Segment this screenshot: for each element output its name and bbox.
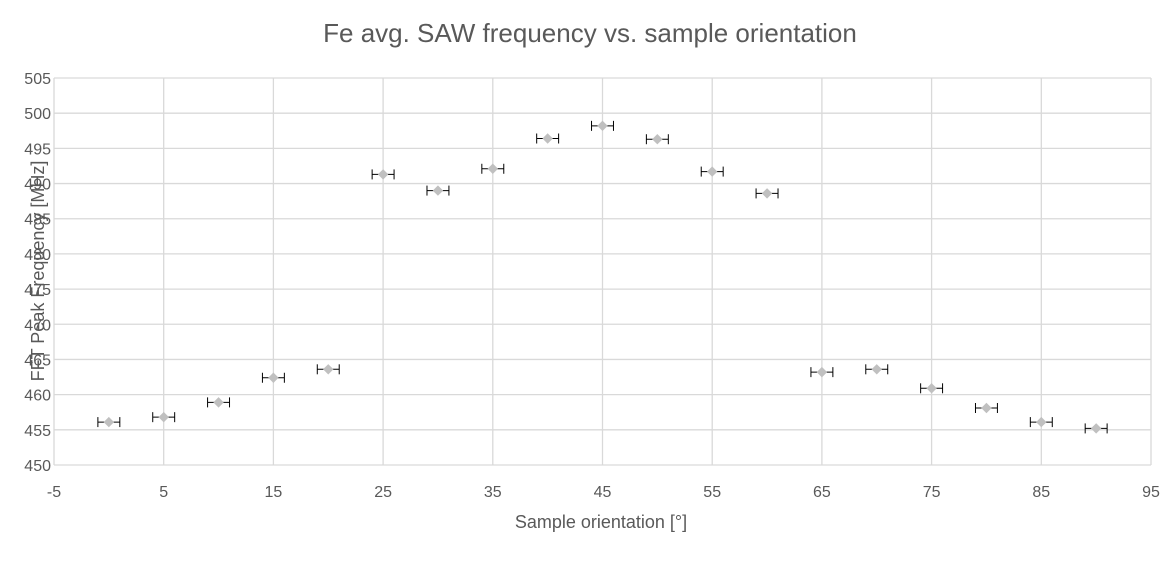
x-tick-labels: -5 5 15 25 35 45 55 65 75 85 95	[47, 484, 1160, 501]
y-tick-label: 470	[24, 317, 51, 334]
data-point	[377, 169, 389, 180]
data-point	[323, 364, 334, 375]
y-tick-label: 460	[24, 388, 51, 405]
data-point	[158, 411, 169, 423]
y-axis-label: FFT Peak Frequency [MHz]	[28, 161, 48, 382]
data-point	[652, 134, 663, 145]
data-point	[981, 402, 992, 414]
data-point	[103, 416, 115, 428]
data-points	[103, 120, 1102, 434]
data-point	[268, 372, 279, 383]
x-tick-label: 5	[159, 484, 168, 501]
y-tick-label: 500	[24, 106, 51, 123]
y-tick-label: 450	[24, 458, 51, 475]
y-tick-label: 505	[24, 71, 51, 88]
y-tick-label: 495	[24, 141, 51, 158]
x-tick-label: 25	[374, 484, 392, 501]
x-tick-label: 75	[923, 484, 941, 501]
x-tick-label: 85	[1032, 484, 1050, 501]
x-tick-label: 45	[594, 484, 612, 501]
data-point	[542, 133, 553, 144]
data-point	[597, 120, 608, 132]
y-tick-label: 475	[24, 282, 51, 299]
y-tick-label: 485	[24, 212, 51, 229]
data-point	[926, 383, 937, 394]
y-tick-label: 465	[24, 352, 51, 369]
y-tick-labels: 450 455 460 465 470 475 480 485 490 495 500 505	[24, 71, 51, 475]
data-point	[487, 163, 499, 174]
x-tick-label: 55	[703, 484, 721, 501]
data-point	[761, 188, 773, 199]
data-point	[706, 166, 718, 177]
x-tick-label: 65	[813, 484, 831, 501]
y-tick-label: 455	[24, 423, 51, 440]
y-tick-label: 490	[24, 177, 51, 194]
x-tick-label: 35	[484, 484, 502, 501]
x-tick-label: 95	[1142, 484, 1160, 501]
grid	[53, 77, 1152, 466]
data-point	[816, 366, 828, 378]
y-tick-label: 480	[24, 247, 51, 264]
data-point	[1036, 416, 1047, 428]
x-tick-label: -5	[47, 484, 61, 501]
data-point	[432, 185, 444, 196]
data-point	[871, 364, 882, 375]
x-tick-label: 15	[265, 484, 283, 501]
chart-title: Fe avg. SAW frequency vs. sample orienta…	[323, 18, 857, 48]
data-point	[213, 397, 224, 408]
error-bars	[97, 120, 1108, 434]
data-point	[1090, 423, 1102, 434]
x-axis-label: Sample orientation [°]	[515, 512, 687, 532]
